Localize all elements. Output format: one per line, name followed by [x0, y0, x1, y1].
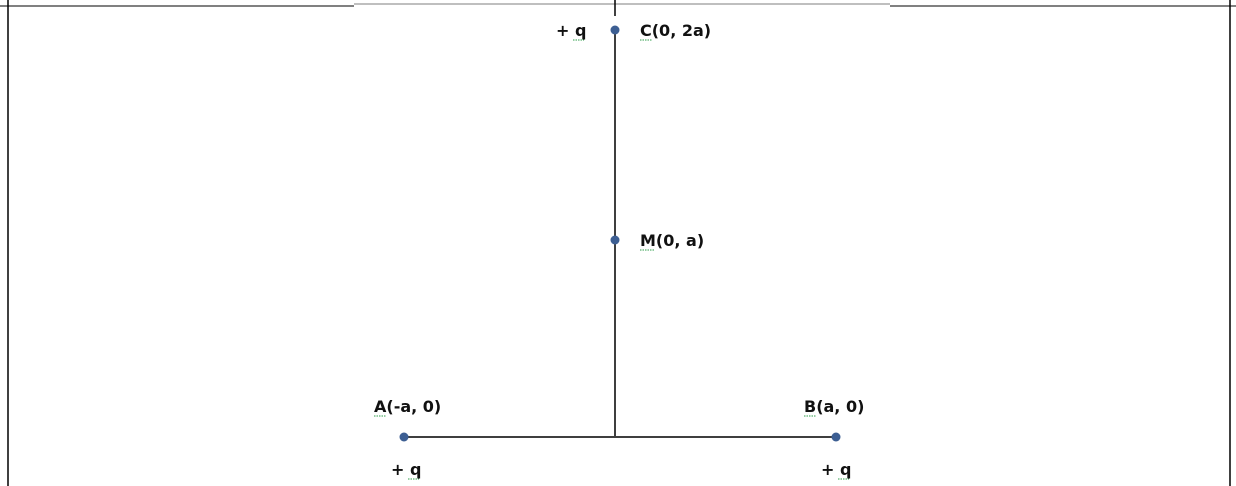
point-m-label: M(0, a)	[640, 231, 704, 250]
point-c-label: C(0, 2a)	[640, 21, 711, 40]
point-b-label: B(a, 0)	[804, 397, 864, 416]
point-c-charge: + q	[556, 21, 586, 40]
point-c	[610, 25, 620, 35]
point-a-label: A(-a, 0)	[374, 397, 441, 416]
point-m	[610, 235, 620, 245]
point-a-charge: + q	[391, 460, 421, 479]
point-b	[831, 432, 841, 442]
point-a	[399, 432, 409, 442]
point-b-charge: + q	[821, 460, 851, 479]
